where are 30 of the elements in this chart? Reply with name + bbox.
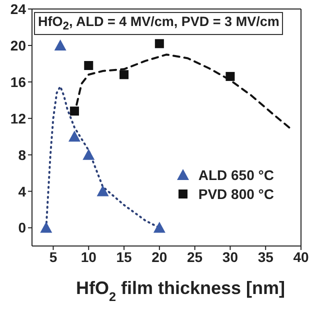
point: [153, 222, 166, 233]
y-tick-label: 0: [18, 220, 26, 236]
x-tick-label: 35: [258, 248, 274, 265]
x-tick-label: 30: [222, 248, 238, 265]
point: [70, 106, 79, 116]
point: [68, 130, 80, 142]
x-tick-label: 15: [116, 248, 132, 265]
x-tick-label: 25: [187, 248, 203, 265]
x-tick-label: 5: [49, 248, 58, 265]
y-tick-label: 20: [10, 37, 26, 54]
x-tick-label: 10: [80, 248, 97, 265]
y-tick-label: 12: [10, 110, 26, 126]
y-tick-label: 16: [10, 74, 26, 90]
point: [154, 39, 164, 48]
legend-label: ALD 650 °C: [198, 166, 274, 182]
x-tick-label: 20: [152, 248, 168, 265]
point: [40, 222, 52, 233]
legend-label: PVD 800 °C: [198, 186, 274, 202]
point: [54, 39, 66, 50]
point: [226, 72, 235, 81]
y-tick-label: 8: [18, 146, 26, 163]
x-tick-label: 40: [293, 248, 309, 265]
y-tick-label: 4: [18, 183, 26, 200]
point: [82, 148, 95, 160]
text: HfO$_{2}$, ALD = 4 MV/cm, PVD = 3 MV/cm: [34, 12, 284, 35]
x-axis-title: HfO$_{2}$ film thickness [nm]: [76, 278, 286, 304]
y-tick-label: 24: [10, 0, 26, 17]
point: [96, 185, 109, 196]
point: [84, 61, 94, 70]
point: [120, 70, 129, 80]
